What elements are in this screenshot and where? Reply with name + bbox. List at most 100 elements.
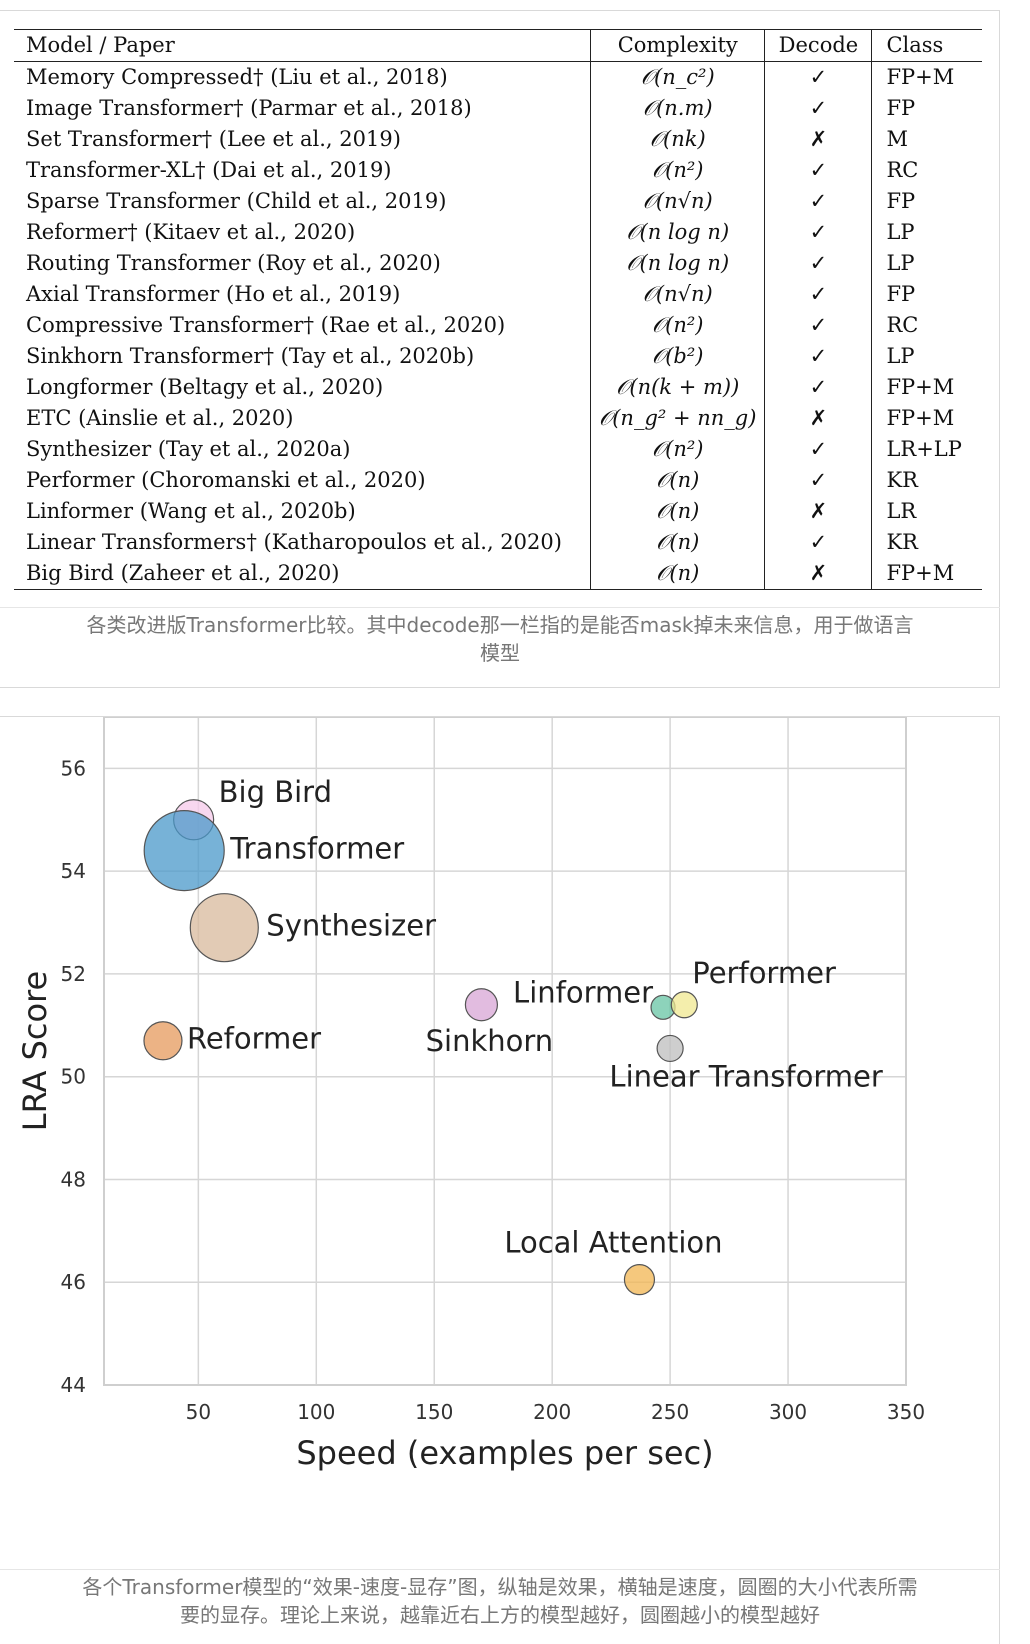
cell-decode: ✗ <box>764 496 872 527</box>
x-tick-label: 150 <box>415 1400 453 1424</box>
cell-model: Memory Compressed† (Liu et al., 2018) <box>26 65 448 89</box>
cell-model: Linear Transformers† (Katharopoulos et a… <box>26 530 562 554</box>
caption-divider <box>0 607 1000 608</box>
table-row: Longformer (Beltagy et al., 2020) 𝒪(n(k +… <box>14 372 982 403</box>
header-model: Model / Paper <box>14 29 591 62</box>
table-row: Memory Compressed† (Liu et al., 2018) 𝒪(n… <box>14 61 982 93</box>
cell-decode: ✓ <box>764 217 872 248</box>
table-row: Compressive Transformer† (Rae et al., 20… <box>14 310 982 341</box>
y-tick-label: 46 <box>61 1270 86 1294</box>
point-performer <box>670 991 698 1019</box>
cell-class: LR+LP <box>871 434 982 465</box>
table-row: Routing Transformer (Roy et al., 2020) 𝒪(… <box>14 248 982 279</box>
cell-class: KR <box>871 465 982 496</box>
x-tick-label: 350 <box>887 1400 925 1424</box>
table-row: Synthesizer (Tay et al., 2020a) 𝒪(n²) ✓ LR+… <box>14 434 982 465</box>
scatter-chart-card: 50 100 150 200 250 300 350 44 46 48 50 52 54 56 Speed … <box>0 716 1000 1644</box>
cell-complexity: 𝒪(nk) <box>589 124 765 155</box>
cell-class: FP+M <box>871 372 982 403</box>
point-label: Linformer <box>513 975 653 1009</box>
table-row: Sparse Transformer (Child et al., 2019) 𝒪… <box>14 186 982 217</box>
table-row: Sinkhorn Transformer† (Tay et al., 2020b… <box>14 341 982 372</box>
cell-complexity: 𝒪(n) <box>589 558 765 590</box>
cell-decode: ✓ <box>764 93 872 124</box>
x-tick-label: 250 <box>651 1400 689 1424</box>
point-label: Synthesizer <box>266 909 436 943</box>
point-sinkhorn <box>464 988 499 1022</box>
point-label: Local Attention <box>504 1226 722 1260</box>
cell-class: FP+M <box>871 61 982 93</box>
cell-class: RC <box>871 155 982 186</box>
cell-class: LP <box>871 217 982 248</box>
cell-model: Synthesizer (Tay et al., 2020a) <box>26 437 351 461</box>
table-row: Performer (Choromanski et al., 2020) 𝒪(n)… <box>14 465 982 496</box>
cell-decode: ✓ <box>764 372 872 403</box>
y-tick-label: 44 <box>61 1373 86 1397</box>
cell-complexity: 𝒪(n(k + m)) <box>589 372 765 403</box>
cell-complexity: 𝒪(b²) <box>589 341 765 372</box>
point-linear-transformer <box>656 1034 684 1063</box>
cell-complexity: 𝒪(n√n) <box>589 186 765 217</box>
plot-frame <box>103 717 907 1386</box>
cell-class: M <box>871 124 982 155</box>
cell-model: ETC (Ainslie et al., 2020) <box>26 406 294 430</box>
cell-complexity: 𝒪(n²) <box>589 155 765 186</box>
point-label: Performer <box>692 956 836 990</box>
cell-decode: ✓ <box>764 341 872 372</box>
x-tick-label: 200 <box>533 1400 571 1424</box>
cell-complexity: 𝒪(n) <box>589 496 765 527</box>
cell-model: Sparse Transformer (Child et al., 2019) <box>26 189 447 213</box>
cell-model: Longformer (Beltagy et al., 2020) <box>26 375 384 399</box>
point-reformer <box>143 1021 183 1061</box>
cell-decode: ✓ <box>764 155 872 186</box>
cell-model: Sinkhorn Transformer† (Tay et al., 2020b… <box>26 344 475 368</box>
table-caption: 各类改进版Transformer比较。其中decode那一栏指的是能否mask掉… <box>86 613 914 665</box>
cell-class: FP+M <box>871 558 982 590</box>
chart-caption: 各个Transformer模型的“效果-速度-显存”图，纵轴是效果，横轴是速度，… <box>82 1575 918 1627</box>
cell-class: LP <box>871 248 982 279</box>
cell-complexity: 𝒪(n) <box>589 527 765 558</box>
cell-complexity: 𝒪(n²) <box>589 310 765 341</box>
header-class: Class <box>871 29 982 62</box>
cell-class: KR <box>871 527 982 558</box>
cell-decode: ✓ <box>764 61 872 93</box>
cell-class: FP <box>871 279 982 310</box>
table-row: Reformer† (Kitaev et al., 2020) 𝒪(n log n… <box>14 217 982 248</box>
table-row: Linear Transformers† (Katharopoulos et a… <box>14 527 982 558</box>
cell-model: Compressive Transformer† (Rae et al., 20… <box>26 313 506 337</box>
cell-decode: ✓ <box>764 279 872 310</box>
y-tick-label: 52 <box>61 962 86 986</box>
cell-decode: ✓ <box>764 310 872 341</box>
point-local-attention <box>623 1264 656 1296</box>
y-tick-label: 50 <box>61 1065 86 1089</box>
cell-complexity: 𝒪(n_g² + nn_g) <box>589 403 765 434</box>
cell-decode: ✗ <box>764 124 872 155</box>
cell-complexity: 𝒪(n log n) <box>589 217 765 248</box>
cell-decode: ✓ <box>764 186 872 217</box>
table-row: Transformer-XL† (Dai et al., 2019) 𝒪(n²) ✓… <box>14 155 982 186</box>
y-axis-label: LRA Score <box>16 971 54 1131</box>
cell-complexity: 𝒪(n√n) <box>589 279 765 310</box>
point-label: Big Bird <box>219 775 332 809</box>
point-synthesizer <box>189 893 259 963</box>
table-row: Linformer (Wang et al., 2020b) 𝒪(n) ✗ LR <box>14 496 982 527</box>
cell-complexity: 𝒪(n²) <box>589 434 765 465</box>
cell-class: FP+M <box>871 403 982 434</box>
cell-model: Set Transformer† (Lee et al., 2019) <box>26 127 401 151</box>
cell-decode: ✗ <box>764 558 872 590</box>
point-label: Linear Transformer <box>609 1059 882 1093</box>
cell-decode: ✓ <box>764 465 872 496</box>
point-transformer <box>143 810 225 892</box>
y-tick-label: 56 <box>61 756 86 780</box>
cell-model: Transformer-XL† (Dai et al., 2019) <box>26 158 392 182</box>
cell-complexity: 𝒪(n) <box>589 465 765 496</box>
cell-class: FP <box>871 186 982 217</box>
point-label: Sinkhorn <box>426 1024 554 1058</box>
table-row: Image Transformer† (Parmar et al., 2018)… <box>14 93 982 124</box>
cell-class: LP <box>871 341 982 372</box>
lra-speed-chart: 50 100 150 200 250 300 350 44 46 48 50 52 54 56 Speed … <box>16 717 925 1472</box>
comparison-table-card: Model / Paper Complexity Decode Class Me… <box>0 10 1000 688</box>
cell-decode: ✗ <box>764 403 872 434</box>
table-header-row: Model / Paper Complexity Decode Class <box>14 29 982 62</box>
cell-model: Big Bird (Zaheer et al., 2020) <box>14 558 591 590</box>
